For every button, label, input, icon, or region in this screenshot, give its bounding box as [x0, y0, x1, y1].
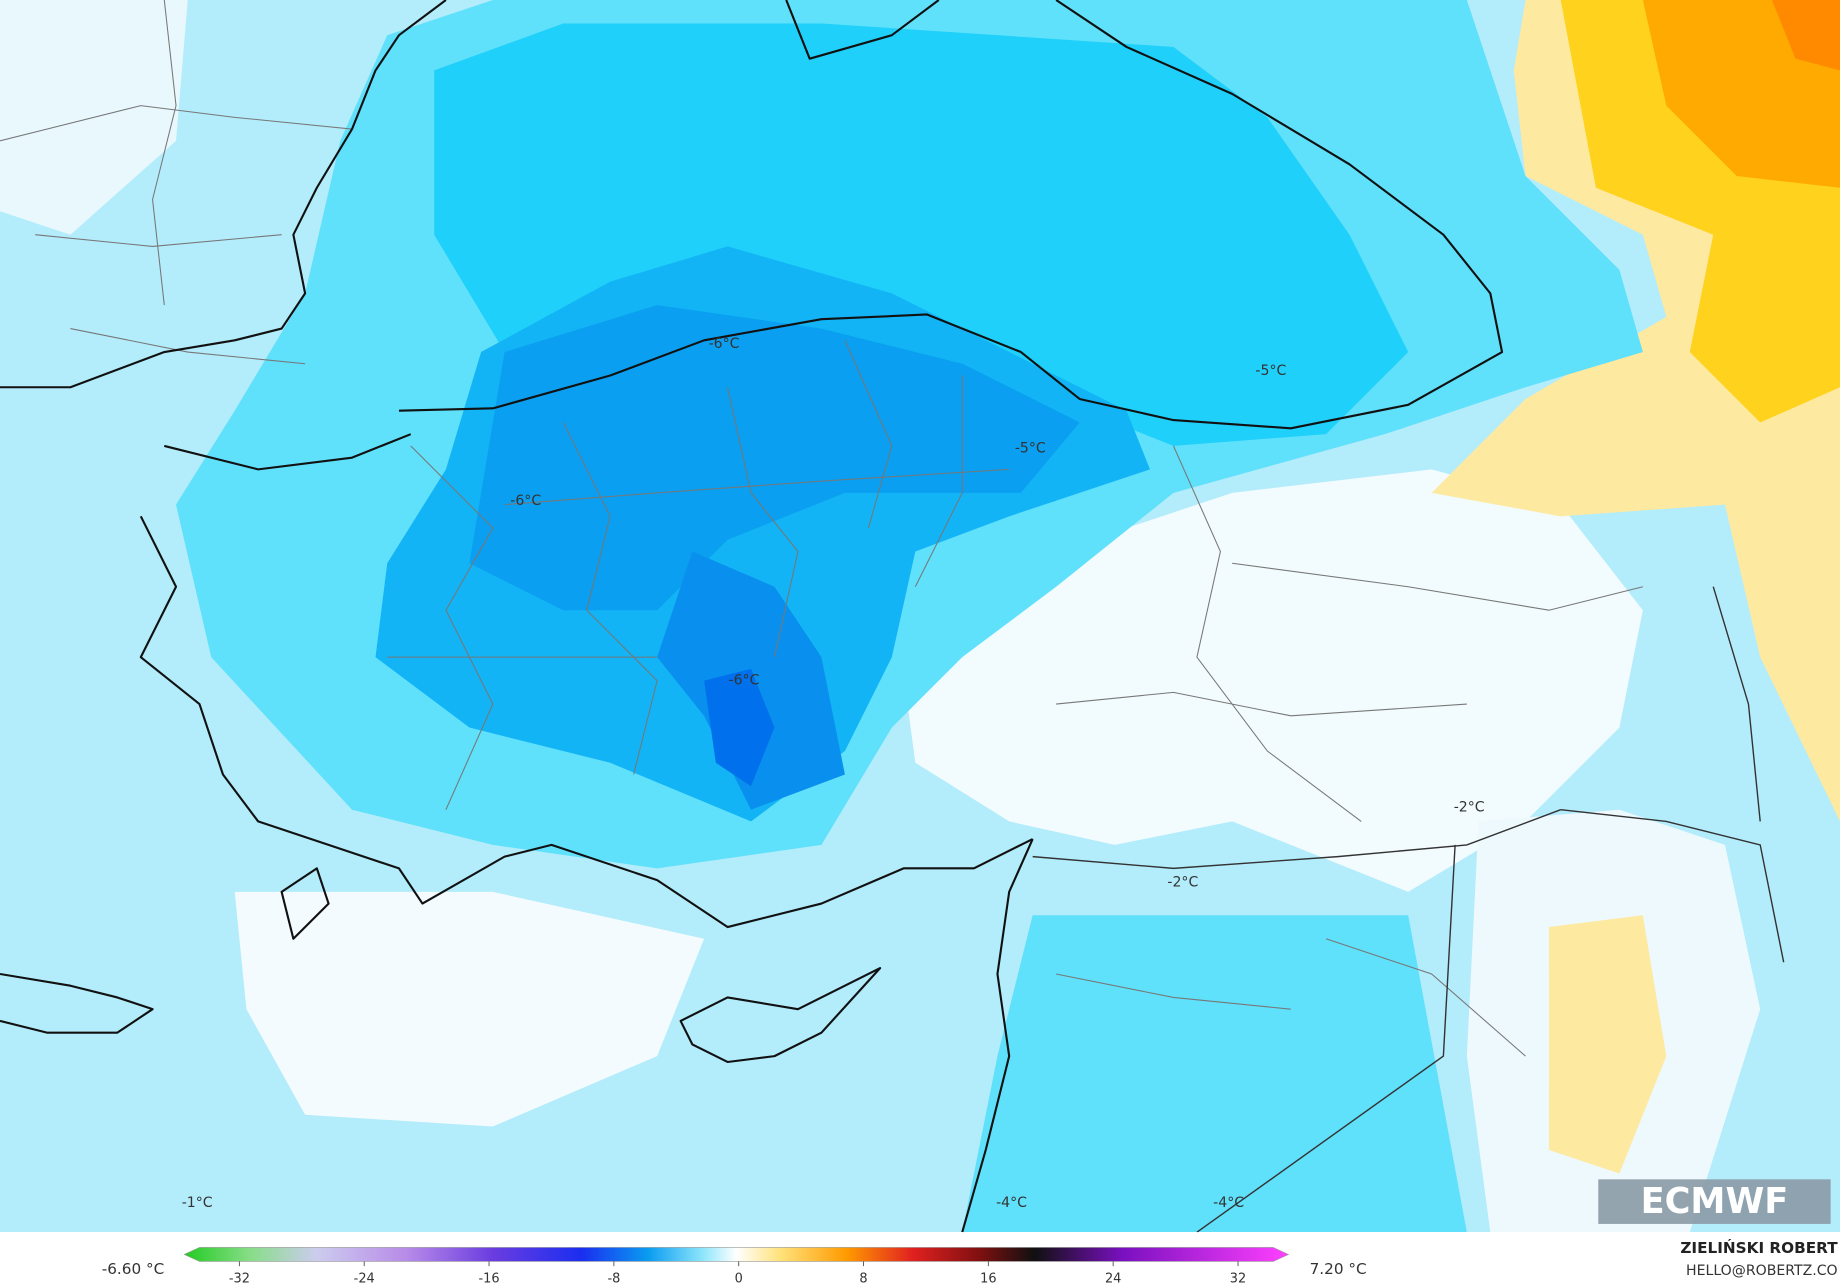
temp-label: -2°C [1167, 874, 1198, 890]
temp-label: -1°C [182, 1195, 213, 1211]
colorbar-tick-label: -16 [479, 1272, 500, 1287]
logo-box [1598, 1179, 1831, 1224]
contact: HELLO@ROBERTZ.CO [1686, 1263, 1838, 1279]
colorbar-max: 7.20 °C [1310, 1260, 1367, 1278]
colorbar-tick-label: 24 [1105, 1272, 1121, 1287]
colorbar-ticks: -32 -24 -16 -8 0 8 16 24 32 [229, 1261, 1246, 1287]
temp-label: -4°C [996, 1195, 1027, 1211]
temp-label: -6°C [709, 336, 740, 352]
colorbar-tick-label: 16 [980, 1272, 996, 1287]
map-labels: -6°C -5°C -5°C -6°C -6°C -2°C -2°C -1°C -4°C -4°C [182, 336, 1485, 1211]
colorbar-tick-label: -8 [607, 1272, 620, 1287]
colorbar-min: -6.60 °C [102, 1260, 165, 1278]
temp-label: -4°C [1213, 1195, 1244, 1211]
temp-label: -5°C [1255, 363, 1286, 379]
colorbar-tick-label: 32 [1230, 1272, 1246, 1287]
colorbar-tick-label: -24 [354, 1272, 375, 1287]
colorbar-tick-label: 8 [859, 1272, 867, 1287]
temp-label: -5°C [1015, 440, 1046, 456]
temp-label: -2°C [1454, 799, 1485, 815]
colorbar-tick-label: 0 [735, 1272, 743, 1287]
map-fields [0, 0, 1840, 1233]
author: ZIELIŃSKI ROBERT [1680, 1238, 1838, 1257]
logo: ECMWF [1641, 1181, 1789, 1222]
borders [0, 0, 1785, 1233]
colorbar-tick-label: -32 [229, 1272, 250, 1287]
colorbar [183, 1247, 1290, 1262]
temp-label: -6°C [729, 673, 760, 689]
coastlines [0, 0, 1504, 1233]
temp-label: -6°C [510, 493, 541, 509]
